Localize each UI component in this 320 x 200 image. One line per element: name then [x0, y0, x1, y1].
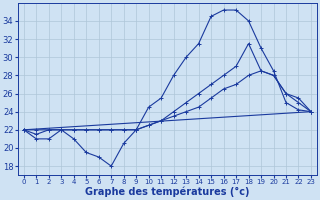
X-axis label: Graphe des températures (°c): Graphe des températures (°c) [85, 187, 250, 197]
